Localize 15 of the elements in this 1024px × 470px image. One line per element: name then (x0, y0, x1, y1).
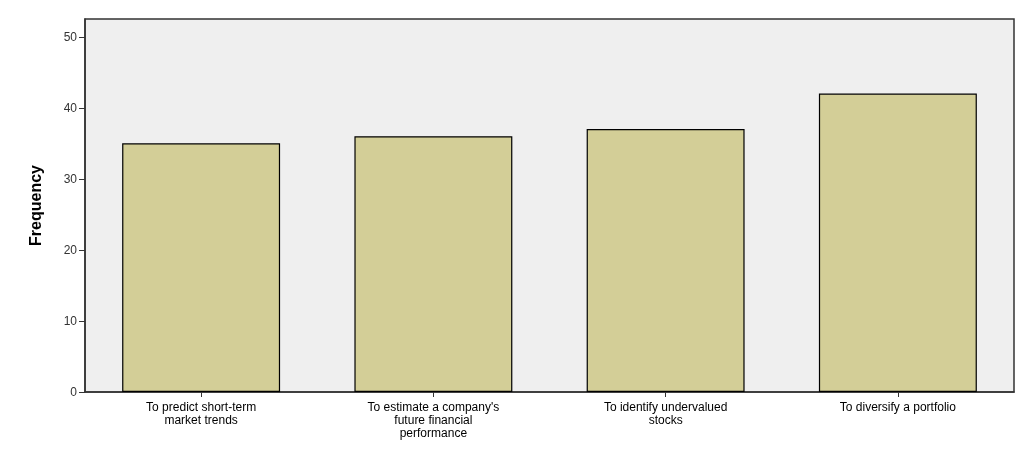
bar (354, 136, 513, 392)
x-tick-label: To predict short-term market trends (146, 399, 257, 427)
bar (586, 129, 745, 392)
bar (122, 143, 281, 392)
x-tick-label: To identify undervalued stocks (603, 399, 728, 427)
x-tick-label: To estimate a company's future financial performance (367, 399, 500, 440)
x-tick-label: To diversify a portfolio (839, 399, 957, 414)
y-tick-label: 40 (63, 100, 78, 115)
y-tick-label: 10 (63, 313, 78, 328)
y-axis-title: Frequency (26, 164, 44, 246)
bar (818, 93, 977, 392)
y-tick-label: 20 (63, 242, 78, 257)
y-tick-label: 0 (70, 385, 78, 399)
y-tick-label: 50 (63, 29, 78, 44)
y-tick-label: 30 (63, 171, 78, 186)
